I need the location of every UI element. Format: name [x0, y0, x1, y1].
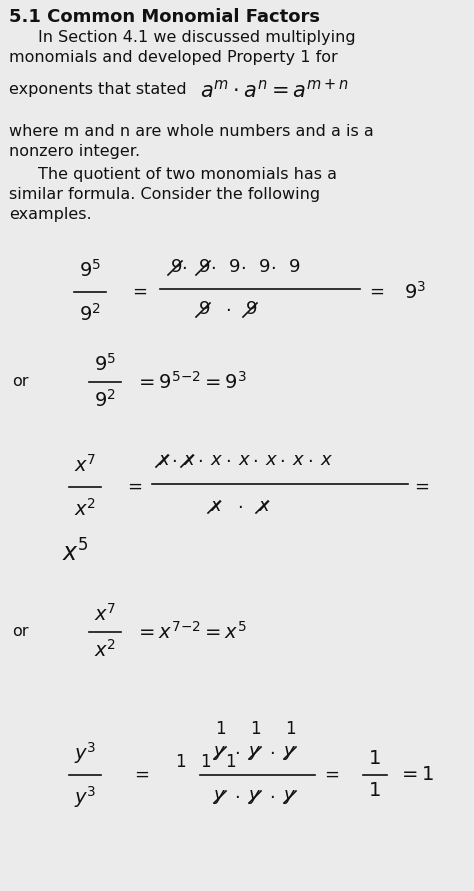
Text: In Section 4.1 we discussed multiplying: In Section 4.1 we discussed multiplying [38, 30, 356, 45]
Text: $\cdot$: $\cdot$ [269, 745, 275, 761]
Text: $y^3$: $y^3$ [74, 740, 96, 766]
Text: $\cdot$: $\cdot$ [197, 453, 203, 469]
Text: $y$: $y$ [248, 744, 262, 762]
Text: $=$: $=$ [410, 479, 429, 495]
Text: $x$: $x$ [258, 499, 271, 515]
Text: $x$: $x$ [210, 453, 223, 470]
Text: $\cdot$: $\cdot$ [181, 260, 187, 276]
Text: $\cdot$: $\cdot$ [252, 453, 258, 469]
Text: examples.: examples. [9, 207, 91, 222]
Text: $x^2$: $x^2$ [74, 498, 96, 520]
Text: $= x^{7\mathsf{-}2} = x^5$: $= x^{7\mathsf{-}2} = x^5$ [135, 621, 246, 643]
Text: or: or [12, 625, 28, 640]
Text: $x$: $x$ [265, 453, 278, 470]
Text: $\cdot$: $\cdot$ [210, 260, 216, 276]
Text: $9^5$: $9^5$ [79, 259, 101, 281]
Text: $\cdot$: $\cdot$ [234, 745, 240, 761]
Text: $9$: $9$ [288, 259, 300, 276]
Text: $x$: $x$ [158, 453, 171, 470]
Text: $9^3$: $9^3$ [404, 281, 426, 303]
Text: 1: 1 [215, 720, 225, 738]
Text: similar formula. Consider the following: similar formula. Consider the following [9, 187, 320, 202]
Text: $9^2$: $9^2$ [79, 303, 101, 325]
Text: 1: 1 [225, 753, 236, 771]
Text: $\cdot$: $\cdot$ [270, 260, 276, 276]
Text: $x$: $x$ [292, 453, 305, 470]
Text: 1: 1 [175, 753, 186, 771]
Text: $x^2$: $x^2$ [94, 639, 116, 661]
Text: exponents that stated: exponents that stated [9, 82, 187, 97]
Text: $y^3$: $y^3$ [74, 784, 96, 810]
Text: 5.1 Common Monomial Factors: 5.1 Common Monomial Factors [9, 8, 320, 26]
Text: $x^7$: $x^7$ [74, 454, 96, 476]
Text: $= 1$: $= 1$ [398, 766, 435, 784]
Text: $y$: $y$ [283, 744, 297, 762]
Text: $y$: $y$ [213, 744, 227, 762]
Text: $\cdot$: $\cdot$ [225, 302, 231, 318]
Text: $x$: $x$ [320, 453, 333, 470]
Text: $x$: $x$ [183, 453, 196, 470]
Text: 1: 1 [369, 749, 381, 769]
Text: $9$: $9$ [198, 259, 210, 276]
Text: $9^2$: $9^2$ [94, 389, 116, 411]
Text: $y$: $y$ [213, 788, 227, 806]
Text: The quotient of two monomials has a: The quotient of two monomials has a [38, 167, 337, 182]
Text: $=$: $=$ [365, 284, 384, 300]
Text: $\cdot$: $\cdot$ [237, 499, 243, 515]
Text: $9$: $9$ [198, 301, 210, 318]
Text: $9^5$: $9^5$ [94, 353, 116, 375]
Text: $x^5$: $x^5$ [62, 539, 89, 567]
Text: monomials and developed Property 1 for: monomials and developed Property 1 for [9, 50, 338, 65]
Text: $y$: $y$ [248, 788, 262, 806]
Text: $= 9^{5\mathsf{-}2} = 9^3$: $= 9^{5\mathsf{-}2} = 9^3$ [135, 371, 247, 393]
Text: $\cdot$: $\cdot$ [171, 453, 177, 469]
Text: $9$: $9$ [245, 301, 257, 318]
Text: $9$: $9$ [228, 259, 240, 276]
Text: $\cdot$: $\cdot$ [307, 453, 313, 469]
Text: $\cdot$: $\cdot$ [279, 453, 285, 469]
Text: $x^7$: $x^7$ [94, 603, 116, 625]
Text: 1: 1 [250, 720, 260, 738]
Text: or: or [12, 374, 28, 389]
Text: 1: 1 [369, 781, 381, 800]
Text: $\cdot$: $\cdot$ [269, 789, 275, 805]
Text: nonzero integer.: nonzero integer. [9, 144, 140, 159]
Text: $=$: $=$ [124, 479, 142, 495]
Text: $=$: $=$ [128, 284, 147, 300]
Text: $y$: $y$ [283, 788, 297, 806]
Text: $x$: $x$ [210, 499, 223, 515]
Text: $9$: $9$ [258, 259, 270, 276]
Text: 1: 1 [285, 720, 295, 738]
Text: $9$: $9$ [170, 259, 182, 276]
Text: $=$: $=$ [131, 767, 149, 783]
Text: $=$: $=$ [321, 767, 339, 783]
Text: $\cdot$: $\cdot$ [234, 789, 240, 805]
Text: 1: 1 [200, 753, 210, 771]
Text: $\cdot$: $\cdot$ [225, 453, 231, 469]
Text: where m and n are whole numbers and a is a: where m and n are whole numbers and a is… [9, 124, 374, 139]
Text: $\cdot$: $\cdot$ [240, 260, 246, 276]
Text: $x$: $x$ [238, 453, 251, 470]
Text: $a^{m} \cdot a^{n} = a^{m+n}$: $a^{m} \cdot a^{n} = a^{m+n}$ [200, 80, 349, 103]
